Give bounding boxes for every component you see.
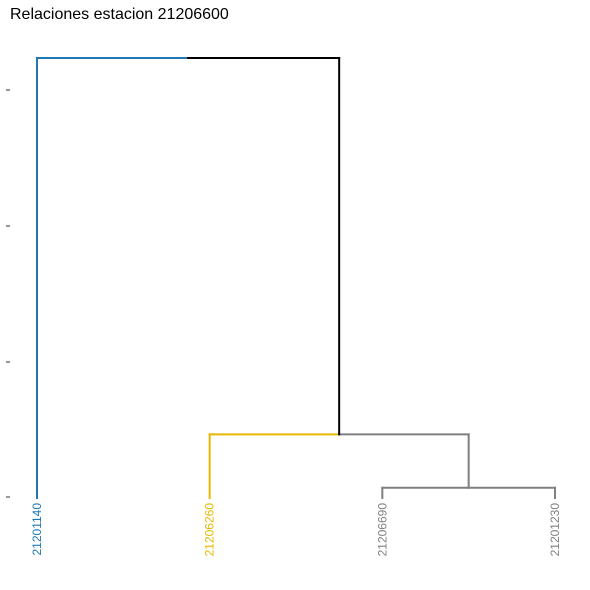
leaf-label: 21201140 xyxy=(30,503,44,556)
leaf-label: 21201230 xyxy=(548,503,562,557)
leaf-label: 21206260 xyxy=(203,503,217,557)
leaf-labels: 21201140 21206260 21206690 21201230 xyxy=(30,503,562,557)
chart-title: Relaciones estacion 21206600 xyxy=(10,6,229,23)
y-axis-ticks xyxy=(6,89,10,498)
dendrogram-branches xyxy=(36,57,556,499)
leaf-label: 21206690 xyxy=(375,503,389,557)
